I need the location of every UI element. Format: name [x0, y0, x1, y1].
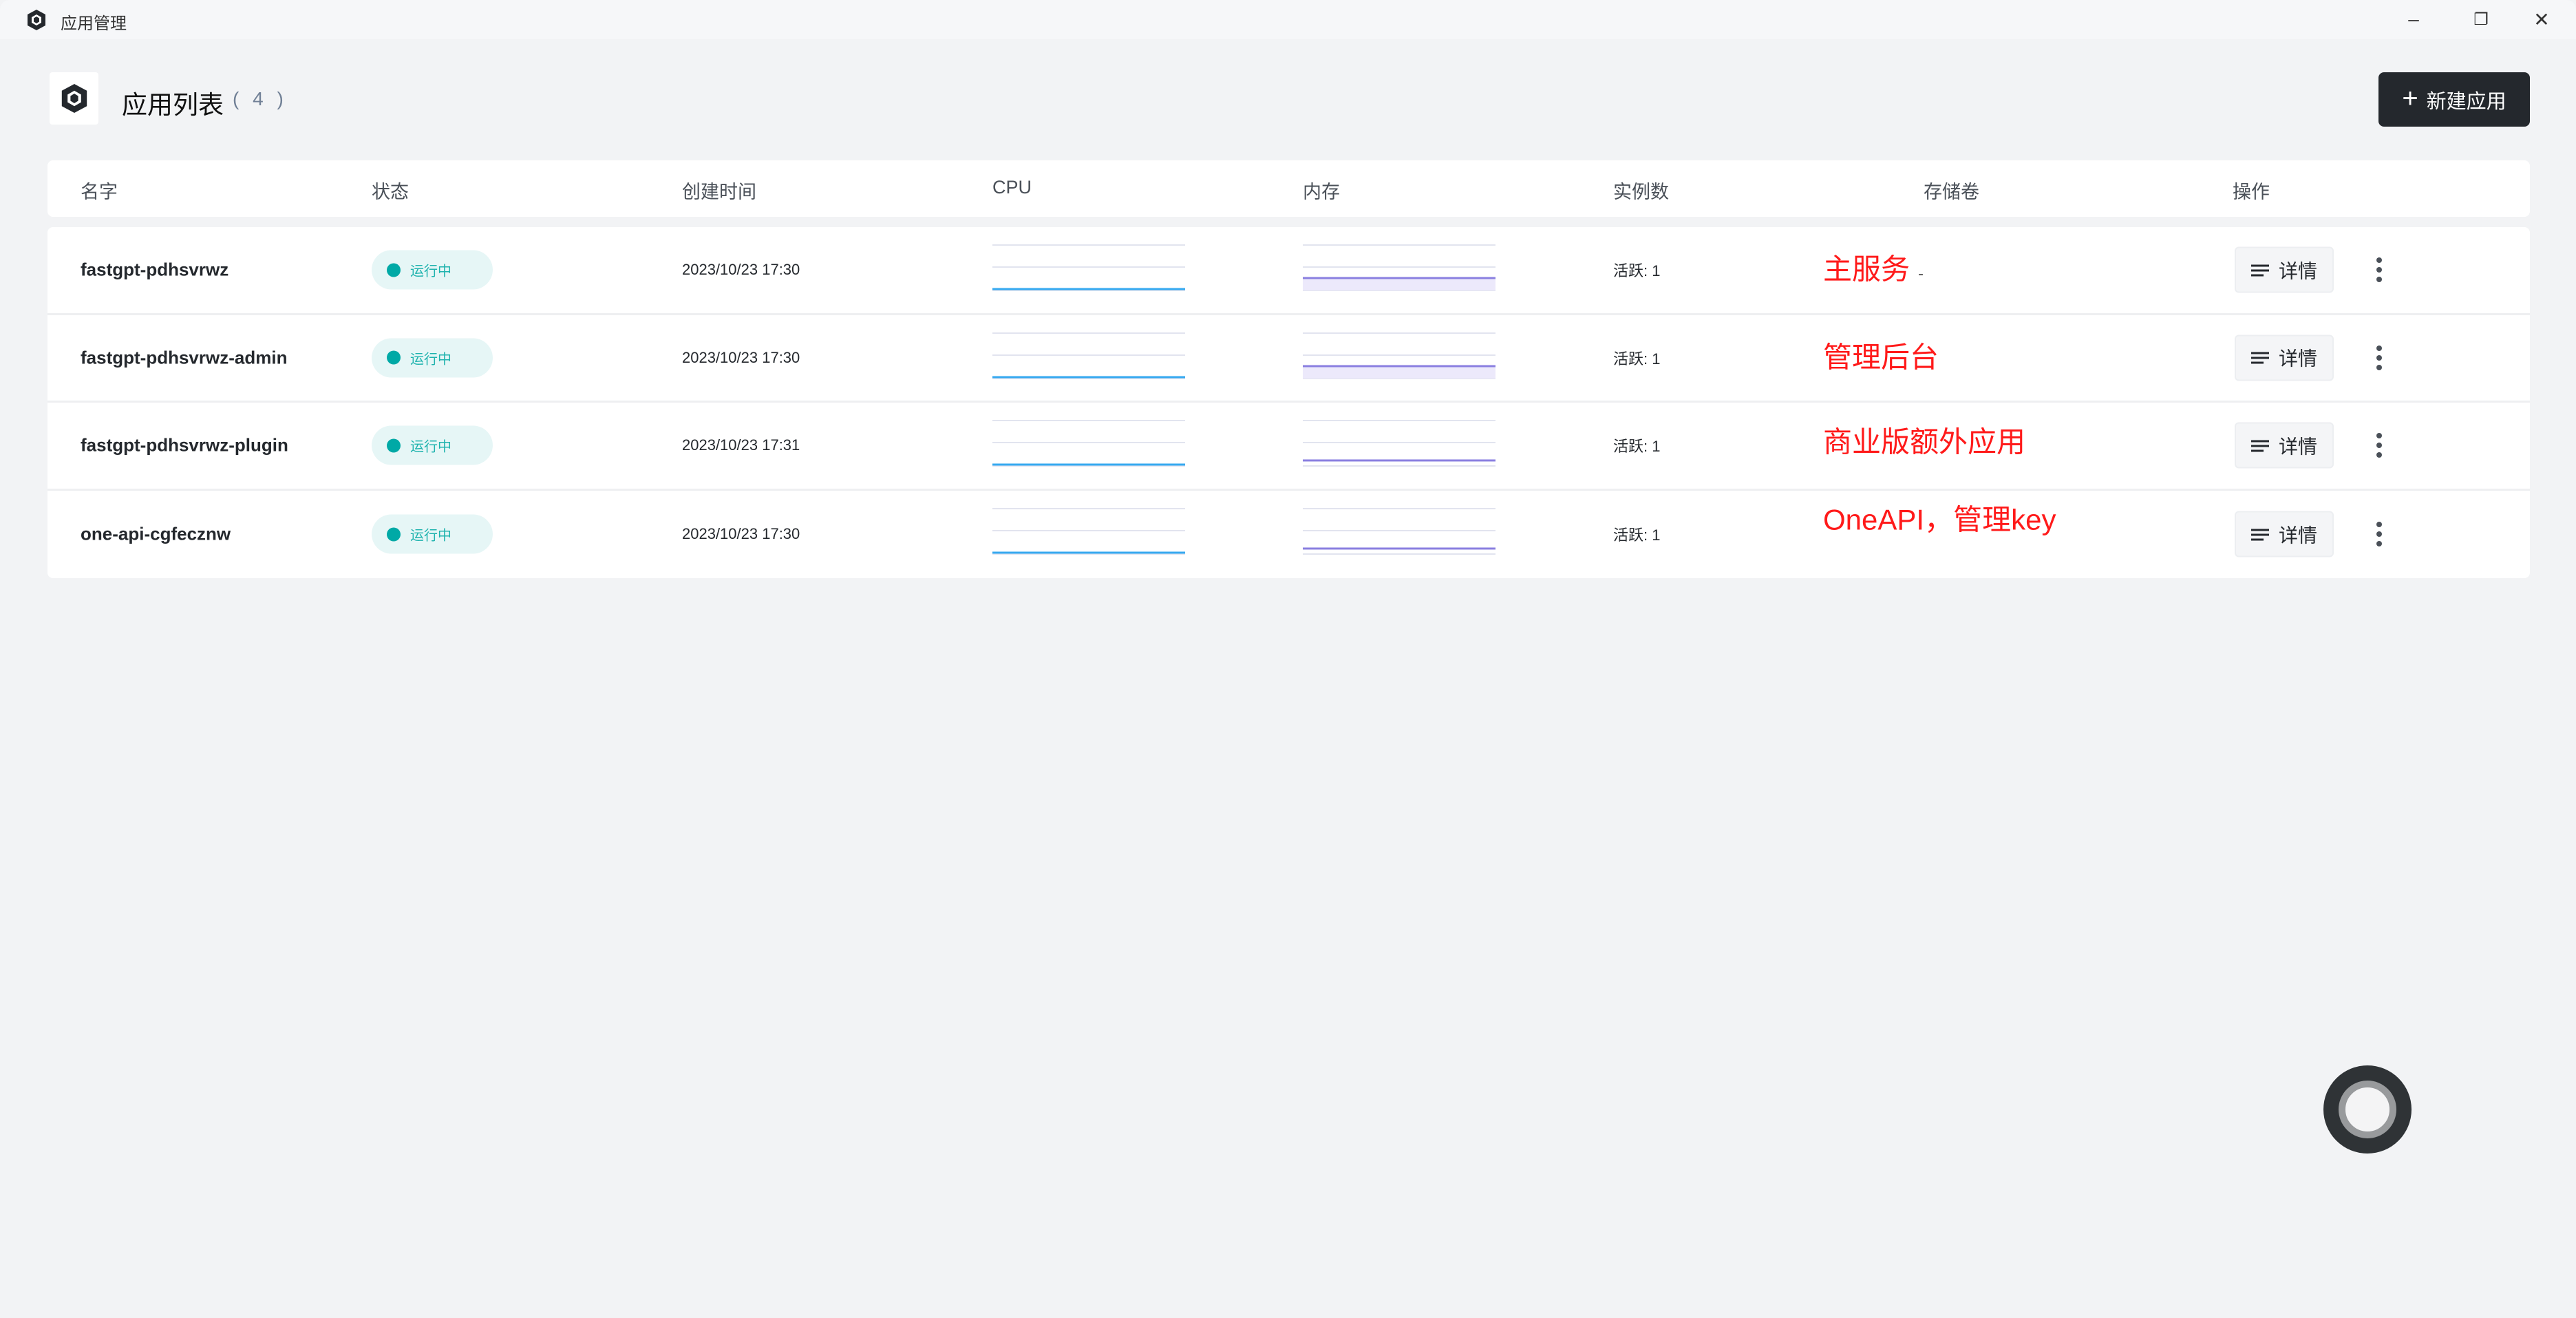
created-time: 2023/10/23 17:30	[682, 348, 800, 366]
more-options-icon[interactable]	[2369, 337, 2389, 379]
close-icon[interactable]: ✕	[2533, 9, 2550, 30]
status-text: 运行中	[410, 352, 451, 368]
app-name[interactable]: fastgpt-pdhsvrwz-plugin	[81, 434, 288, 456]
detail-label: 详情	[2278, 348, 2317, 370]
cpu-sparkline	[992, 420, 1185, 467]
cpu-sparkline	[992, 332, 1185, 379]
app-name[interactable]: fastgpt-pdhsvrwz-admin	[81, 347, 288, 368]
annotation-label: 商业版额外应用	[1823, 419, 2034, 461]
annotation-label: 主服务 -	[1823, 246, 1924, 288]
page-title: 应用列表	[122, 91, 224, 119]
app-name[interactable]: fastgpt-pdhsvrwz	[81, 259, 229, 280]
created-time: 2023/10/23 17:30	[682, 261, 800, 279]
restore-icon[interactable]: ❐	[2473, 10, 2489, 29]
column-header-created: 创建时间	[682, 182, 756, 202]
app-logo-icon	[28, 10, 45, 30]
detail-button[interactable]: 详情	[2235, 511, 2334, 557]
cpu-sparkline	[992, 244, 1185, 291]
status-dot-icon	[387, 263, 401, 277]
annotation-text: 商业版额外应用	[1823, 425, 2026, 458]
column-header-instances: 实例数	[1613, 182, 1669, 202]
menu-lines-icon	[2250, 529, 2269, 541]
column-header-actions: 操作	[2233, 182, 2270, 202]
annotation-text: OneAPI，管理key	[1823, 503, 2056, 536]
plus-icon: +	[2402, 83, 2418, 114]
annotation-label: OneAPI，管理key	[1823, 497, 2064, 539]
column-header-memory: 内存	[1303, 182, 1340, 202]
status-text: 运行中	[410, 439, 451, 455]
memory-area	[1303, 365, 1495, 379]
detail-label: 详情	[2278, 436, 2317, 458]
instance-count: 活跃: 1	[1613, 262, 1661, 280]
status-badge: 运行中	[372, 425, 493, 465]
page-logo	[50, 72, 98, 125]
status-dot-icon	[387, 350, 401, 365]
app-count: ( 4 )	[233, 88, 288, 109]
more-options-icon[interactable]	[2369, 425, 2389, 466]
annotation-text: 管理后台	[1823, 341, 1939, 374]
cpu-sparkline	[992, 507, 1185, 555]
status-text: 运行中	[410, 528, 451, 544]
title-bar: 应用管理 – ❐ ✕	[0, 0, 2576, 39]
table-row[interactable]: fastgpt-pdhsvrwz-admin 运行中 2023/10/23 17…	[47, 315, 2530, 403]
memory-sparkline	[1303, 332, 1495, 379]
table-row[interactable]: fastgpt-pdhsvrwz 运行中 2023/10/23 17:30 活跃…	[47, 227, 2530, 315]
detail-button[interactable]: 详情	[2235, 246, 2334, 293]
created-time: 2023/10/23 17:31	[682, 436, 800, 454]
memory-area	[1303, 278, 1495, 290]
memory-sparkline	[1303, 244, 1495, 291]
status-badge: 运行中	[372, 338, 493, 378]
window-title: 应用管理	[61, 14, 127, 33]
detail-label: 详情	[2278, 260, 2317, 282]
annotation-label: 管理后台	[1823, 334, 1947, 376]
table-row[interactable]: fastgpt-pdhsvrwz-plugin 运行中 2023/10/23 1…	[47, 403, 2530, 491]
column-header-status: 状态	[372, 182, 409, 202]
detail-button[interactable]: 详情	[2235, 334, 2334, 381]
table-header: 名字 状态 创建时间 CPU 内存 实例数 存储卷 操作	[47, 160, 2530, 217]
app-logo-icon	[61, 84, 87, 113]
instance-count: 活跃: 1	[1613, 350, 1661, 368]
created-time: 2023/10/23 17:30	[682, 525, 800, 543]
menu-lines-icon	[2250, 352, 2269, 364]
column-header-name: 名字	[81, 182, 118, 202]
app-name[interactable]: one-api-cgfecznw	[81, 523, 231, 544]
menu-lines-icon	[2250, 440, 2269, 452]
detail-button[interactable]: 详情	[2235, 422, 2334, 469]
minimize-icon[interactable]: –	[2408, 8, 2419, 30]
app-table: fastgpt-pdhsvrwz 运行中 2023/10/23 17:30 活跃…	[47, 227, 2530, 578]
status-badge: 运行中	[372, 250, 493, 290]
status-dot-icon	[387, 438, 401, 453]
more-options-icon[interactable]	[2369, 249, 2389, 290]
instance-count: 活跃: 1	[1613, 527, 1661, 544]
memory-sparkline	[1303, 507, 1495, 555]
more-options-icon[interactable]	[2369, 513, 2389, 555]
table-row[interactable]: one-api-cgfecznw 运行中 2023/10/23 17:30 活跃…	[47, 491, 2530, 579]
status-badge: 运行中	[372, 514, 493, 554]
column-header-cpu: CPU	[992, 177, 1032, 198]
menu-lines-icon	[2250, 264, 2269, 277]
status-text: 运行中	[410, 264, 451, 279]
memory-sparkline	[1303, 420, 1495, 467]
instance-count: 活跃: 1	[1613, 438, 1661, 456]
floating-assistant-button[interactable]	[2323, 1065, 2412, 1154]
detail-label: 详情	[2278, 524, 2317, 546]
annotation-suffix: -	[1918, 264, 1924, 284]
annotation-text: 主服务	[1823, 253, 1910, 286]
column-header-storage: 存储卷	[1924, 182, 1979, 202]
circle-icon	[2339, 1081, 2396, 1138]
status-dot-icon	[387, 527, 401, 542]
new-app-button[interactable]: + 新建应用	[2378, 72, 2530, 127]
new-app-label: 新建应用	[2426, 90, 2506, 113]
